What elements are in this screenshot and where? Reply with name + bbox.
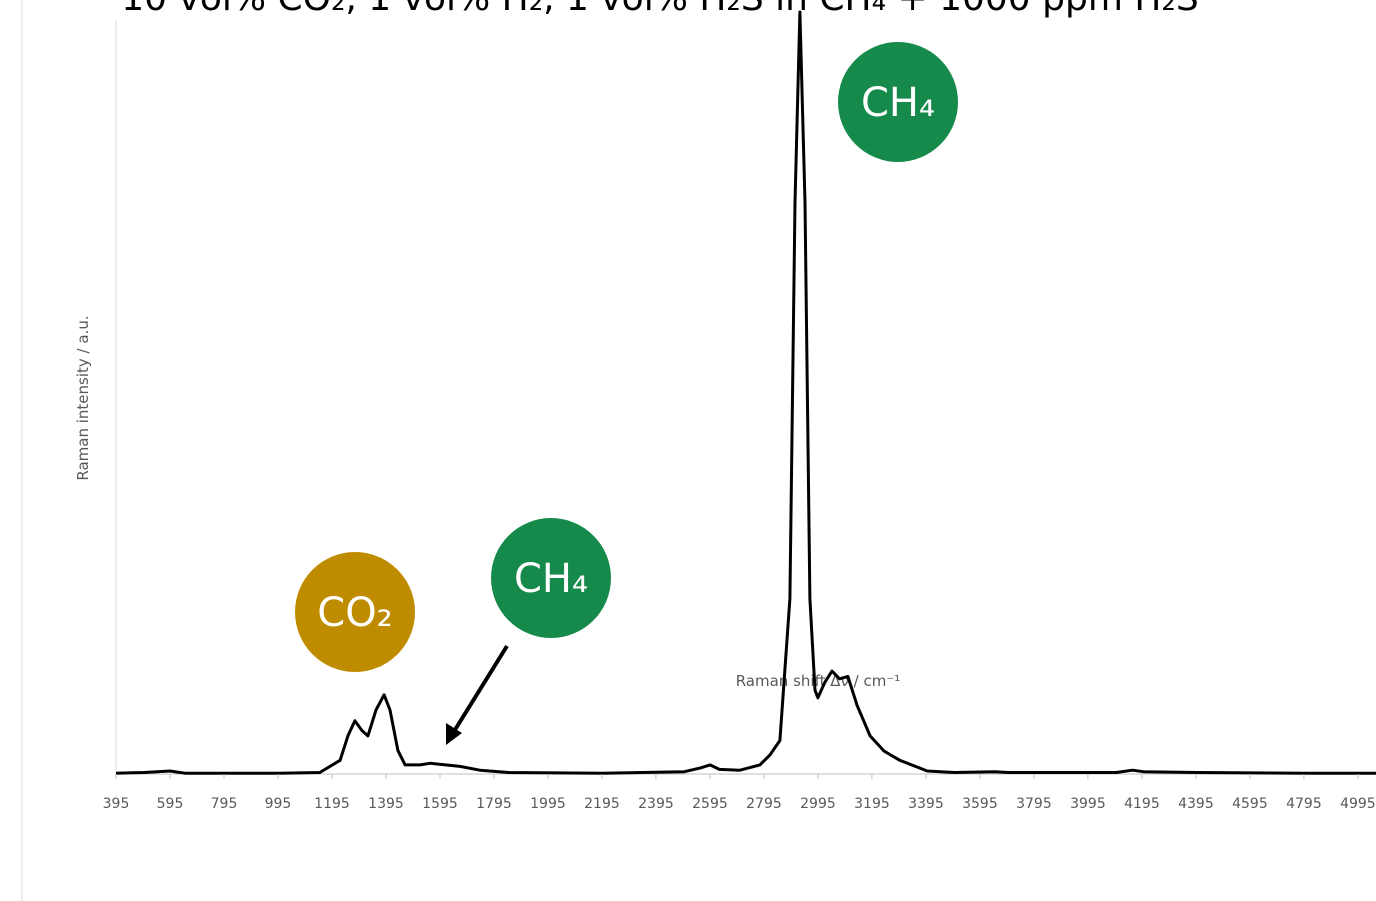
x-tick-label: 2795 (746, 796, 782, 812)
x-tick-label: 2595 (692, 796, 728, 812)
x-tick-label: 2995 (800, 796, 836, 812)
x-tick-label: 4195 (1124, 796, 1160, 812)
x-tick-label: 795 (211, 796, 238, 812)
peak-label: CH₄ (514, 556, 588, 602)
label-bubble (838, 42, 958, 162)
x-tick-label: 3995 (1070, 796, 1106, 812)
spectrum-line (115, 10, 1376, 775)
x-tick-label: 2395 (638, 796, 674, 812)
x-tick-label: 1195 (314, 796, 350, 812)
plot-area (115, 10, 1376, 775)
x-tick-label: 4395 (1178, 796, 1214, 812)
x-tick-label: 595 (157, 796, 184, 812)
label-bubble (491, 518, 611, 638)
x-tick-label: 995 (265, 796, 292, 812)
x-tick-label: 3595 (962, 796, 998, 812)
x-tick-label: 4795 (1286, 796, 1322, 812)
x-tick-label: 2195 (584, 796, 620, 812)
peak-label: CO₂ (317, 590, 392, 636)
x-tick-label: 3195 (854, 796, 890, 812)
arrow (451, 644, 509, 735)
x-tick-label: 1595 (422, 796, 458, 812)
x-tick-label: 1395 (368, 796, 404, 812)
x-tick-label: 4595 (1232, 796, 1268, 812)
peak-label: CH₄ (861, 80, 935, 126)
label-bubble (295, 552, 415, 672)
y-axis-label: Raman intensity / a.u. (74, 315, 92, 480)
x-tick-label: 3395 (908, 796, 944, 812)
x-tick-label: 4995 (1340, 796, 1376, 812)
x-tick-label: 1995 (530, 796, 566, 812)
chart-title: 10 vol% CO₂, 1 vol% H₂, 1 vol% H₂S in CH… (121, 0, 1198, 19)
x-tick-label: 1795 (476, 796, 512, 812)
x-tick-label: 3795 (1016, 796, 1052, 812)
x-tick-label: 395 (103, 796, 130, 812)
arrow-head (446, 723, 462, 745)
x-axis-label: Raman shift Δν / cm⁻¹ (736, 672, 901, 690)
